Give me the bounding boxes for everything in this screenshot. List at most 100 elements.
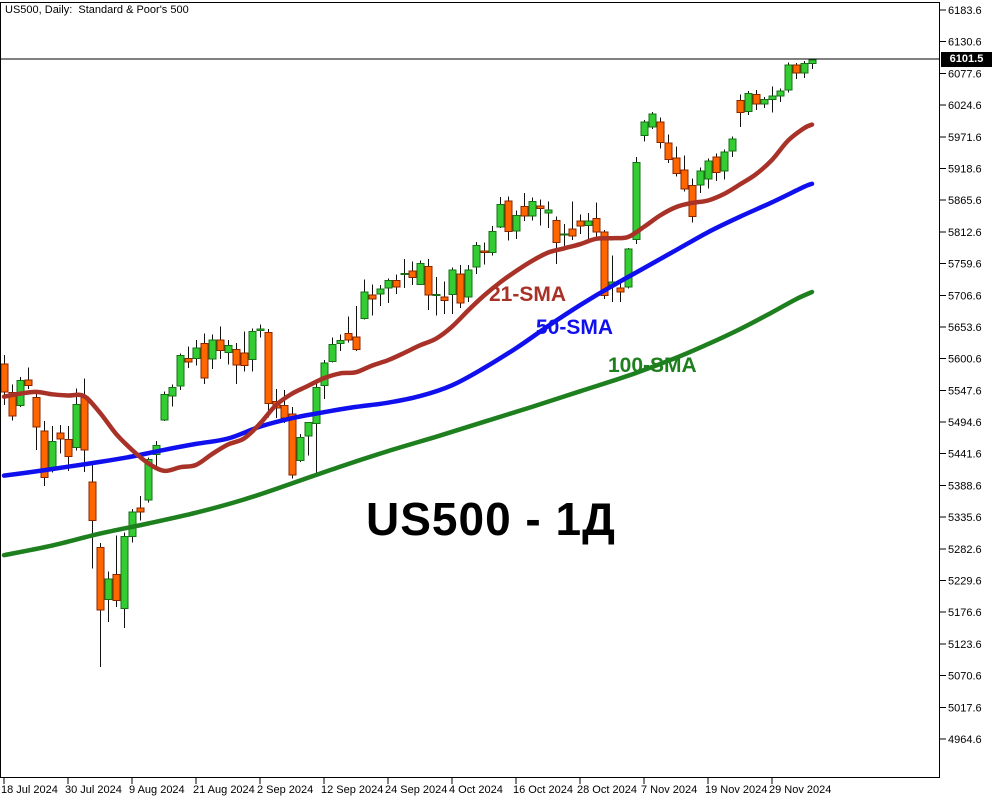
candle-body — [56, 432, 65, 440]
sma21-label: 21-SMA — [489, 283, 567, 306]
sma50-line — [1, 181, 815, 478]
candle-body — [424, 265, 433, 296]
x-axis-label: 19 Nov 2024 — [705, 784, 767, 796]
candle-body — [704, 160, 713, 180]
candle-body — [456, 273, 465, 304]
candle-body — [280, 405, 289, 419]
candle-body — [576, 220, 585, 227]
candle-body — [680, 169, 689, 190]
candle-body — [208, 339, 217, 360]
y-axis-label: 5388.6 — [948, 480, 982, 492]
candle-body — [184, 357, 193, 363]
candle-body — [320, 362, 329, 386]
candle-body — [328, 344, 337, 362]
candle-body — [32, 396, 41, 428]
y-axis-label: 5812.6 — [948, 227, 982, 239]
candle-body — [0, 363, 9, 393]
x-axis-label: 28 Oct 2024 — [577, 784, 637, 796]
candle-body — [648, 113, 657, 128]
x-axis-label: 4 Oct 2024 — [449, 784, 503, 796]
candle-body — [40, 430, 49, 478]
candle-body — [512, 214, 521, 232]
candle-body — [552, 219, 561, 243]
candle-body — [192, 347, 201, 359]
y-axis-label: 5282.6 — [948, 544, 982, 556]
candle-body — [304, 421, 313, 437]
y-axis-label: 6077.6 — [948, 68, 982, 80]
candle-body — [632, 161, 641, 240]
y-axis-label: 5971.6 — [948, 132, 982, 144]
candle-body — [232, 348, 241, 366]
candle-body — [248, 331, 257, 361]
candle-body — [296, 436, 305, 462]
candle-body — [656, 121, 665, 144]
candle-body — [200, 342, 209, 379]
y-axis-label: 5547.6 — [948, 385, 982, 397]
x-axis-label: 24 Sep 2024 — [385, 784, 447, 796]
candle-body — [520, 206, 529, 217]
candle-body — [240, 352, 249, 367]
candle-body — [96, 546, 105, 611]
candle-body — [160, 393, 169, 421]
candle-body — [728, 138, 737, 152]
candle-body — [24, 379, 33, 386]
candle-body — [624, 248, 633, 288]
candle-body — [176, 354, 185, 387]
y-axis-label: 5123.6 — [948, 639, 982, 651]
candle-body — [720, 151, 729, 172]
candle-body — [72, 403, 81, 449]
candle-body — [448, 269, 457, 295]
x-axis-label: 9 Aug 2024 — [129, 784, 185, 796]
chart-border — [0, 2, 940, 778]
x-axis-label: 29 Nov 2024 — [769, 784, 831, 796]
y-axis-label: 5070.6 — [948, 671, 982, 683]
y-axis-label: 5494.6 — [948, 417, 982, 429]
candle-body — [592, 217, 601, 233]
candle-body — [560, 233, 569, 236]
y-axis-label: 6024.6 — [948, 100, 982, 112]
sma50-label: 50-SMA — [536, 316, 614, 339]
y-axis-label: 5706.6 — [948, 290, 982, 302]
chart-plot-area[interactable] — [0, 2, 940, 778]
candle-body — [256, 328, 265, 331]
candle-body — [288, 413, 297, 476]
y-axis-label: 5865.6 — [948, 195, 982, 207]
candle-body — [792, 64, 801, 74]
candle-body — [496, 204, 505, 228]
y-axis-label: 5653.6 — [948, 322, 982, 334]
x-axis-label: 7 Nov 2024 — [641, 784, 697, 796]
candle-body — [544, 209, 553, 214]
candle-body — [528, 201, 537, 217]
y-axis-label: 5918.6 — [948, 163, 982, 175]
candle-body — [736, 100, 745, 114]
candle-body — [800, 63, 809, 74]
candle-body — [640, 121, 649, 136]
candle-body — [472, 244, 481, 268]
candle-body — [568, 228, 577, 237]
candle-body — [264, 332, 273, 404]
current-price-tag: 6101.5 — [941, 51, 992, 67]
candle-body — [136, 507, 145, 513]
candle-body — [672, 157, 681, 175]
candle-body — [536, 205, 545, 209]
x-axis-label: 2 Sep 2024 — [257, 784, 313, 796]
candle-body — [504, 200, 513, 233]
candle-body — [224, 344, 233, 353]
y-axis-label: 5229.6 — [948, 576, 982, 588]
candle-body — [336, 339, 345, 344]
candle-body — [8, 392, 17, 417]
y-axis-label: 5176.6 — [948, 607, 982, 619]
candle-body — [616, 287, 625, 293]
candle-body — [400, 272, 409, 276]
candle-body — [80, 396, 89, 451]
candle-body — [768, 95, 777, 100]
candle-body — [808, 59, 817, 65]
y-axis-label: 5441.6 — [948, 449, 982, 461]
sma100-label: 100-SMA — [608, 354, 697, 377]
candle-body — [760, 98, 769, 105]
candle-body — [120, 536, 129, 609]
candle-body — [144, 458, 153, 501]
candle-body — [368, 294, 377, 300]
